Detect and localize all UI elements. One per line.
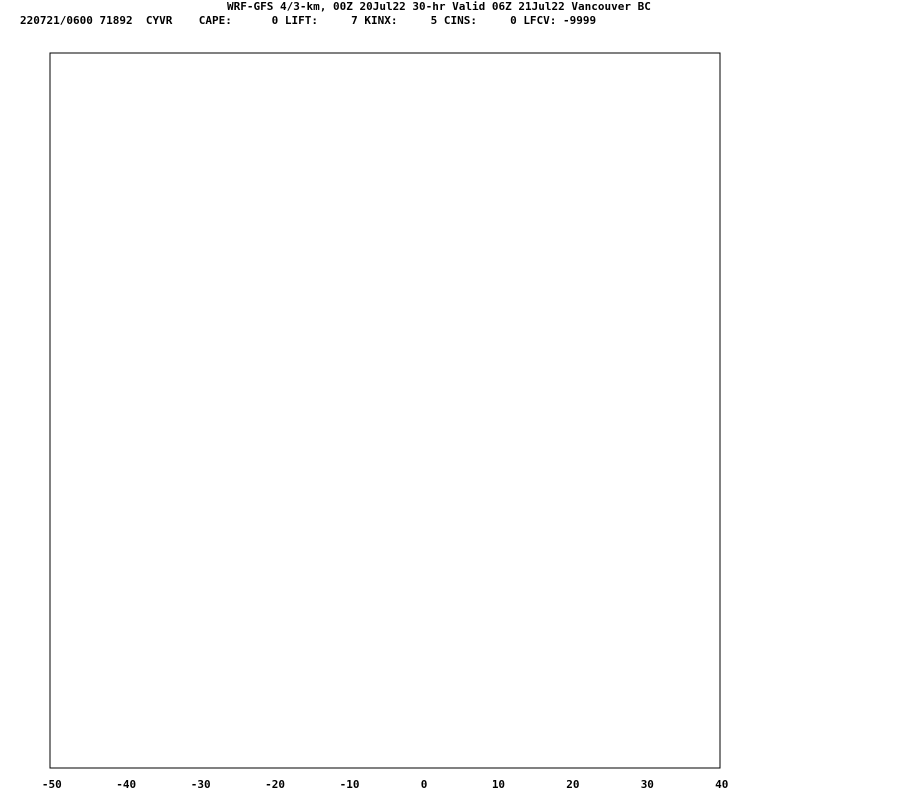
- x-tick-label: 0: [421, 778, 428, 791]
- x-tick-label: 40: [715, 778, 728, 791]
- x-axis: -50 -40 -30 -20 -10 0 10 20 30 40: [42, 778, 729, 791]
- x-tick-label: 10: [492, 778, 505, 791]
- x-tick-label: -40: [116, 778, 136, 791]
- x-tick-label: -20: [265, 778, 285, 791]
- chart-header-line-2: 220721/0600 71892 CYVR CAPE: 0 LIFT: 7 K…: [20, 14, 597, 27]
- x-tick-label: -30: [191, 778, 211, 791]
- x-tick-label: -10: [340, 778, 360, 791]
- x-tick-label: -50: [42, 778, 62, 791]
- x-tick-label: 20: [566, 778, 579, 791]
- plot-frame: [49, 52, 721, 769]
- chart-header-line-1: WRF-GFS 4/3-km, 00Z 20Jul22 30-hr Valid …: [227, 0, 651, 13]
- x-tick-label: 30: [641, 778, 654, 791]
